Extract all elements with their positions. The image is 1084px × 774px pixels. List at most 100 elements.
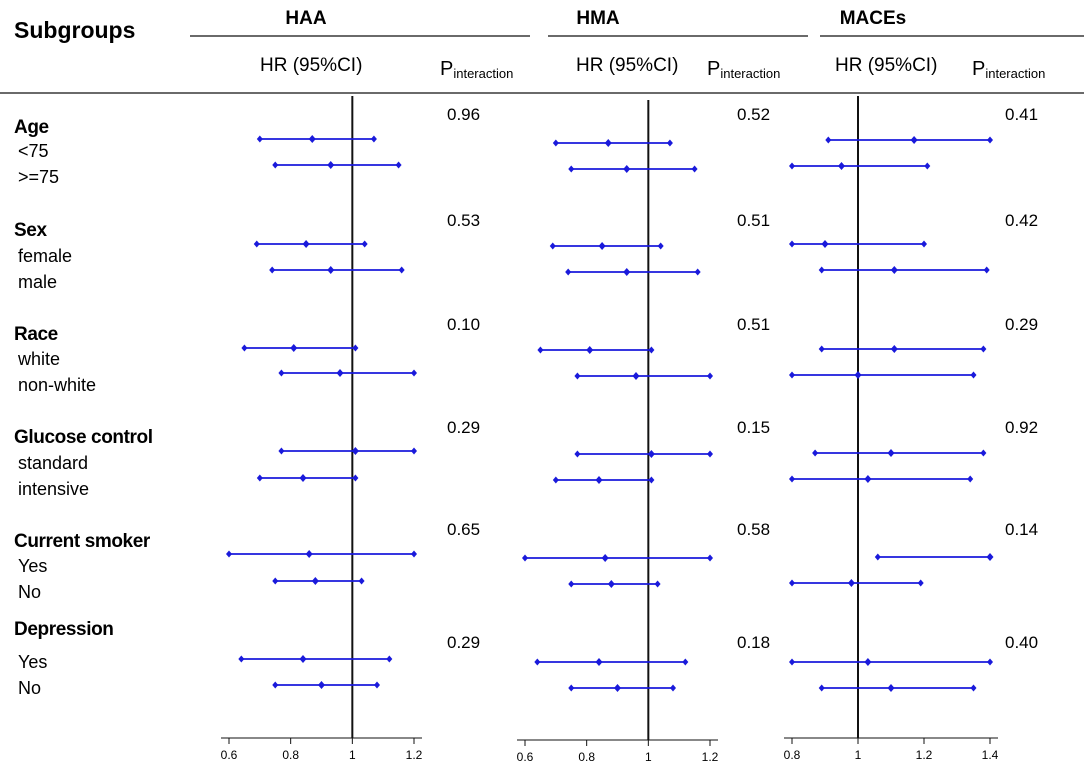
p-interaction-value: 0.41 (1005, 105, 1038, 124)
ci-end-marker (789, 162, 795, 170)
hr-point (890, 266, 898, 274)
ci-end-marker (980, 449, 987, 457)
ci-end-marker (789, 475, 795, 483)
ci-end-marker (789, 240, 795, 248)
subgroup-name: Current smoker (14, 531, 151, 552)
p-label: P (707, 58, 720, 80)
ci-end-marker (789, 371, 795, 379)
subgroups-heading: Subgroups (14, 17, 135, 43)
p-interaction-header: Pinteraction (972, 58, 1045, 81)
ci-end-marker (789, 658, 795, 666)
p-interaction-value: 0.51 (737, 315, 770, 334)
p-interaction-value: 0.29 (1005, 315, 1038, 334)
panel-title: HMA (576, 8, 620, 29)
hr-point (299, 474, 307, 482)
panel-title: HAA (285, 8, 326, 29)
ci-end-marker (352, 344, 359, 352)
hr-point (838, 162, 845, 170)
x-tick-label: 0.6 (221, 748, 238, 762)
hr-point (887, 684, 895, 692)
ci-end-marker (980, 345, 987, 353)
subgroup-level: Yes (18, 556, 47, 576)
panel-title: MACEs (840, 8, 907, 29)
hr-point (632, 372, 640, 380)
subgroup-name: Glucose control (14, 427, 153, 448)
subgroup-level: No (18, 678, 41, 698)
hr-point (290, 344, 298, 352)
hr-point (986, 553, 994, 561)
ci-end-marker (272, 577, 279, 585)
ci-end-marker (241, 344, 248, 352)
ci-end-marker (278, 447, 285, 455)
p-interaction-value: 0.14 (1005, 520, 1038, 539)
ci-end-marker (370, 135, 377, 143)
hr-point (311, 577, 319, 585)
hr-point (308, 135, 316, 143)
ci-end-marker (987, 658, 993, 666)
p-interaction-value: 0.40 (1005, 633, 1038, 652)
p-label: P (972, 58, 985, 80)
hr-column-header: HR (95%CI) (576, 55, 678, 76)
ci-end-marker (374, 681, 380, 689)
ci-end-marker (522, 554, 528, 562)
subgroup-name: Depression (14, 619, 113, 640)
x-tick-label: 0.6 (517, 750, 534, 764)
hr-point (890, 345, 898, 353)
ci-end-marker (226, 550, 232, 558)
hr-point (864, 475, 872, 483)
p-interaction-value: 0.52 (737, 105, 770, 124)
hr-point (647, 450, 655, 458)
ci-end-marker (789, 579, 795, 587)
subgroup-level: female (18, 246, 72, 266)
subgroup-level: No (18, 582, 41, 602)
ci-end-marker (921, 240, 927, 248)
ci-end-marker (707, 372, 713, 380)
ci-end-marker (818, 266, 825, 274)
ci-end-marker (395, 161, 402, 169)
hr-point (351, 447, 359, 455)
ci-end-marker (694, 268, 701, 276)
ci-end-marker (552, 476, 559, 484)
ci-end-marker (278, 369, 285, 377)
hr-column-header: HR (95%CI) (260, 55, 362, 76)
hr-point (601, 554, 609, 562)
ci-end-marker (411, 447, 417, 455)
ci-end-marker (386, 655, 393, 663)
p-interaction-value: 0.42 (1005, 211, 1038, 230)
x-tick-label: 1.2 (406, 748, 423, 762)
p-interaction-value: 0.18 (737, 633, 770, 652)
ci-end-marker (666, 139, 673, 147)
subgroup-level: standard (18, 453, 88, 473)
p-label-subscript: interaction (985, 66, 1045, 81)
hr-column-header: HR (95%CI) (835, 55, 937, 76)
hr-point (847, 579, 855, 587)
hr-point (821, 240, 829, 248)
p-interaction-value: 0.53 (447, 211, 480, 230)
ci-end-marker (253, 240, 260, 248)
hr-point (598, 242, 606, 250)
hr-point (614, 684, 621, 692)
ci-end-marker (552, 139, 559, 147)
ci-end-marker (657, 242, 664, 250)
ci-end-marker (818, 345, 825, 353)
ci-end-marker (272, 161, 279, 169)
ci-end-marker (398, 266, 405, 274)
subgroup-level: <75 (18, 141, 49, 161)
ci-end-marker (983, 266, 990, 274)
ci-end-marker (269, 266, 276, 274)
ci-end-marker (967, 475, 974, 483)
ci-end-marker (574, 450, 581, 458)
p-label-subscript: interaction (453, 66, 513, 81)
hr-point (305, 550, 313, 558)
x-tick-label: 1 (349, 748, 356, 762)
ci-end-marker (682, 658, 689, 666)
p-interaction-value: 0.10 (447, 315, 480, 334)
hr-point (586, 346, 594, 354)
ci-end-marker (691, 165, 698, 173)
ci-end-marker (272, 681, 279, 689)
p-interaction-value: 0.65 (447, 520, 480, 539)
subgroup-level: white (17, 349, 60, 369)
ci-end-marker (358, 577, 365, 585)
ci-end-marker (549, 242, 556, 250)
